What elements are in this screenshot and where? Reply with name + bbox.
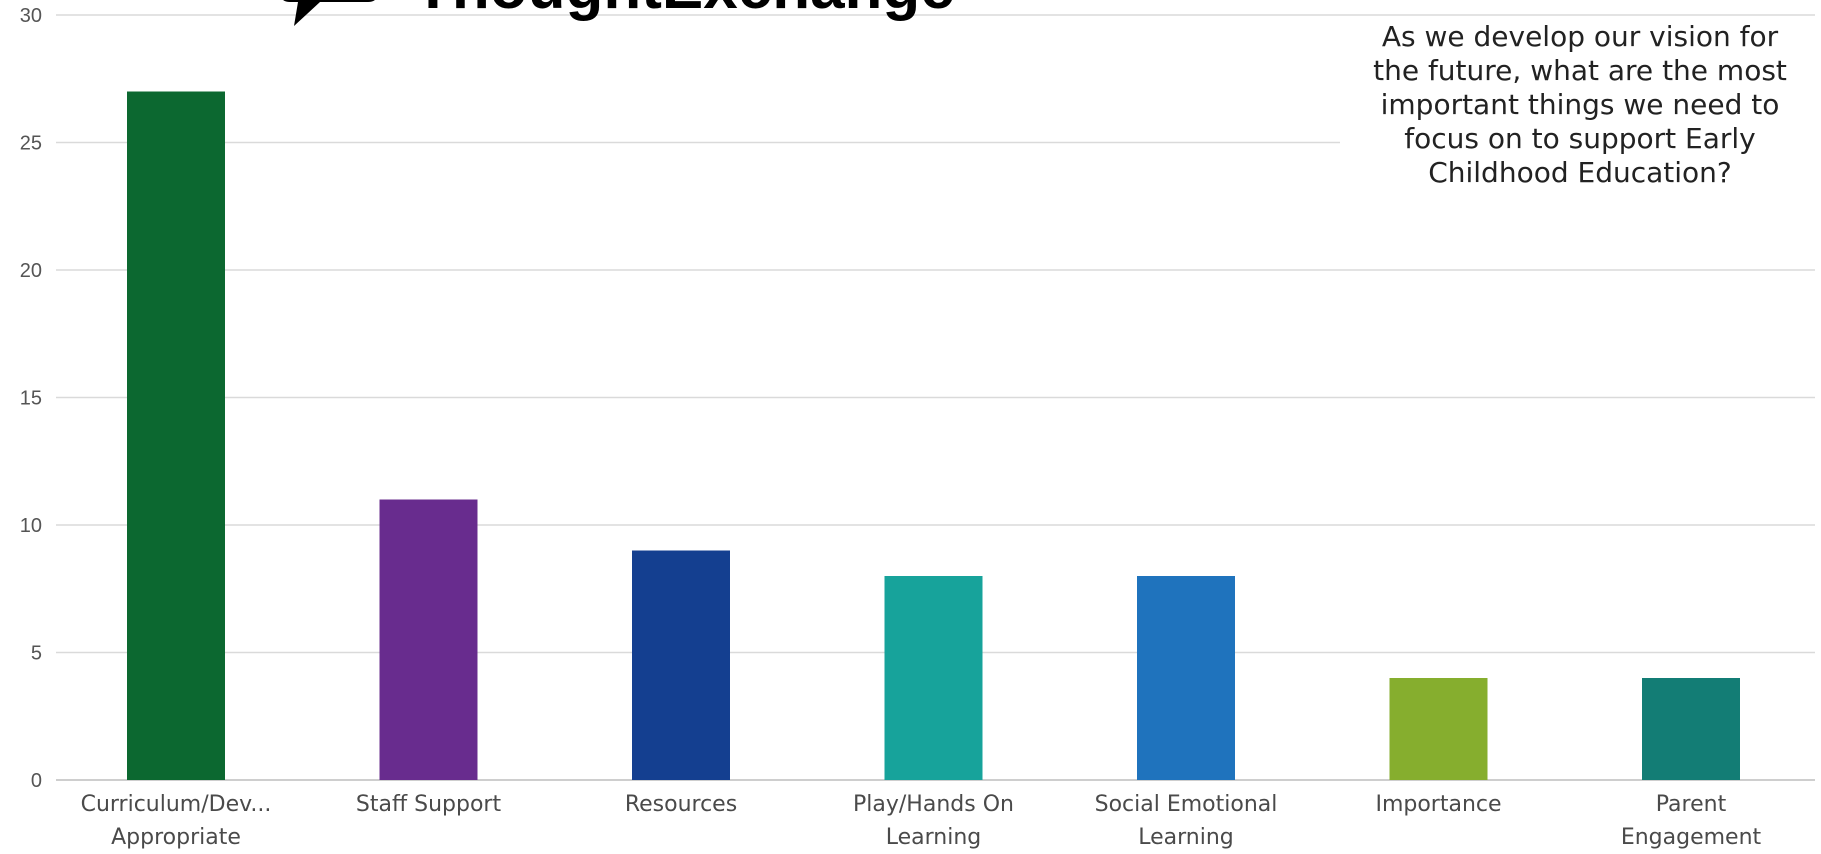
x-tick-label: Social Emotional Learning <box>1095 792 1278 850</box>
x-tick-label: Staff Support <box>356 792 502 817</box>
y-tick-label: 5 <box>31 643 42 665</box>
brand-name: ThoughtExchange <box>414 0 955 28</box>
bar[interactable] <box>1642 678 1740 780</box>
bar[interactable] <box>1137 576 1235 780</box>
x-tick-label: Importance <box>1375 792 1501 817</box>
bar[interactable] <box>127 91 225 781</box>
y-tick-label: 30 <box>20 5 42 27</box>
x-tick-label: Curriculum/Dev... Appropriate <box>81 792 272 850</box>
bar[interactable] <box>632 550 730 781</box>
bar[interactable] <box>379 499 478 781</box>
y-tick-label: 25 <box>20 133 42 155</box>
bar[interactable] <box>884 576 983 780</box>
x-tick-label: Resources <box>625 792 737 817</box>
y-tick-label: 10 <box>20 515 42 537</box>
brand-header: ThoughtExchange <box>280 0 955 28</box>
question-text: As we develop our vision for the future,… <box>1340 20 1820 190</box>
x-tick-label: Parent Engagement <box>1621 792 1762 850</box>
x-tick-label: Play/Hands On Learning <box>853 792 1014 850</box>
y-tick-label: 20 <box>20 260 42 282</box>
y-tick-label: 15 <box>20 388 42 410</box>
bar[interactable] <box>1389 678 1488 780</box>
speech-bubble-icon <box>283 0 375 26</box>
y-tick-label: 0 <box>31 770 42 792</box>
